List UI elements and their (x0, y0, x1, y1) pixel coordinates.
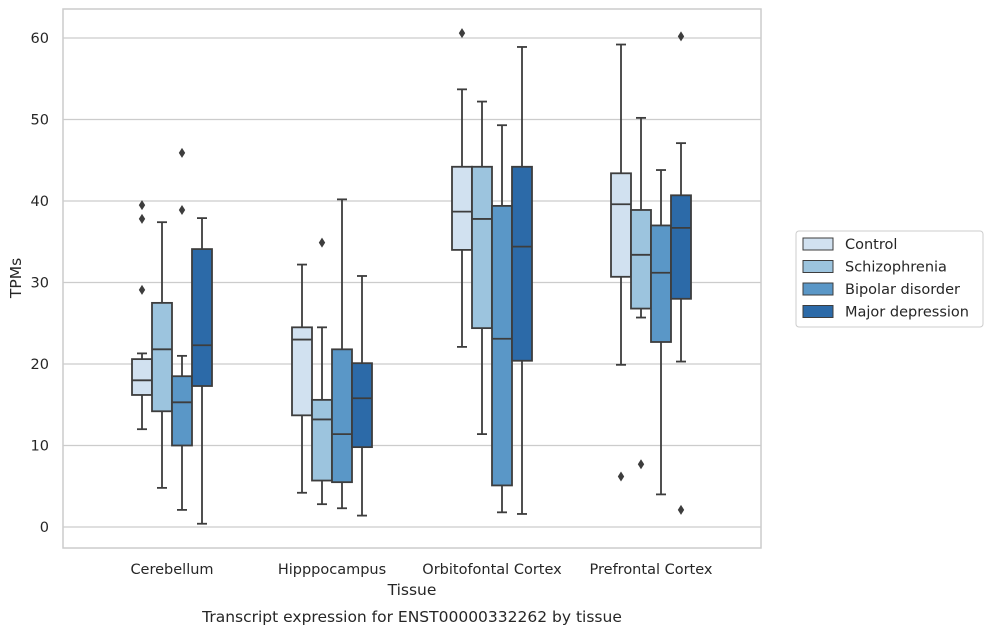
plot-frame (62, 8, 762, 549)
outlier-point (138, 213, 146, 224)
box-iqr (131, 358, 153, 396)
box-iqr (670, 194, 692, 300)
box-schizophrenia (630, 116, 652, 470)
legend-swatch (802, 260, 834, 273)
legend-label: Schizophrenia (845, 260, 947, 276)
outlier-point (637, 459, 645, 470)
box-major-depression (191, 217, 213, 525)
box-iqr (610, 172, 632, 278)
outlier-point (677, 31, 685, 42)
chart-caption: Transcript expression for ENST0000033226… (201, 608, 622, 626)
outlier-point (318, 237, 326, 248)
box-control (131, 200, 153, 431)
box-iqr (351, 362, 373, 449)
outlier-point (178, 147, 186, 158)
outlier-point (138, 200, 146, 211)
x-axis-title: Tissue (387, 581, 437, 599)
box-schizophrenia (311, 237, 333, 506)
x-tick-label: Prefrontal Cortex (590, 562, 713, 578)
outlier-point (138, 284, 146, 295)
legend: Control Schizophrenia Bipolar disorder Majo… (795, 230, 984, 328)
outlier-point (178, 204, 186, 215)
box-bipolar-disorder (331, 198, 353, 510)
boxes (131, 28, 692, 525)
legend-frame (795, 230, 984, 328)
legend-label: Bipolar disorder (845, 282, 960, 298)
box-iqr (151, 301, 173, 413)
box-schizophrenia (151, 221, 173, 489)
box-iqr (451, 165, 473, 251)
legend-swatch (802, 237, 834, 251)
x-axis-ticks: Cerebellum Hipppocampus Orbitofontal Corte… (130, 562, 712, 578)
box-bipolar-disorder (650, 169, 672, 496)
y-tick-label: 0 (40, 520, 49, 536)
y-axis-title: TPMs (7, 258, 25, 299)
box-iqr (471, 165, 493, 330)
x-tick-label: Cerebellum (130, 562, 213, 578)
outlier-point (677, 504, 685, 515)
legend-label: Major depression (845, 305, 969, 321)
box-iqr (630, 209, 652, 310)
box-iqr (511, 165, 533, 362)
y-tick-label: 60 (31, 31, 49, 47)
y-tick-label: 40 (31, 194, 49, 210)
box-bipolar-disorder (171, 147, 193, 511)
legend-swatch (802, 305, 834, 318)
y-axis-ticks: 0 10 20 30 40 50 60 (31, 31, 49, 536)
box-bipolar-disorder (491, 124, 513, 514)
box-iqr (650, 224, 672, 343)
y-tick-label: 30 (31, 276, 49, 292)
box-iqr (171, 375, 193, 447)
box-control (291, 263, 313, 494)
box-major-depression (670, 31, 692, 515)
box-control (451, 28, 473, 348)
outlier-point (617, 471, 625, 482)
y-tick-label: 50 (31, 113, 49, 129)
box-iqr (291, 326, 313, 417)
y-tick-label: 20 (31, 357, 49, 373)
x-tick-label: Orbitofontal Cortex (422, 562, 562, 578)
box-iqr (331, 348, 353, 484)
box-control (610, 43, 632, 482)
y-tick-label: 10 (31, 439, 49, 455)
box-iqr (491, 204, 513, 487)
box-iqr (191, 248, 213, 387)
legend-swatch (802, 282, 834, 296)
legend-label: Control (845, 237, 897, 253)
box-major-depression (511, 46, 533, 515)
x-tick-label: Hipppocampus (278, 562, 386, 578)
box-major-depression (351, 275, 373, 517)
outlier-point (458, 28, 466, 39)
box-schizophrenia (471, 100, 493, 435)
box-iqr (311, 398, 333, 482)
